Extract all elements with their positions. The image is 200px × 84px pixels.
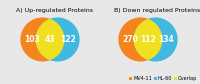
Circle shape bbox=[118, 17, 162, 61]
Text: 112: 112 bbox=[140, 35, 156, 44]
Circle shape bbox=[36, 17, 80, 61]
Text: 270: 270 bbox=[122, 35, 138, 44]
Circle shape bbox=[134, 17, 178, 61]
Text: 122: 122 bbox=[60, 35, 76, 44]
Legend: MV4-11, HL-60, Overlap: MV4-11, HL-60, Overlap bbox=[129, 76, 198, 82]
Text: A) Up-regulated Proteins: A) Up-regulated Proteins bbox=[16, 8, 93, 14]
Text: 43: 43 bbox=[45, 35, 55, 44]
Text: 103: 103 bbox=[24, 35, 40, 44]
Circle shape bbox=[20, 17, 64, 61]
Text: B) Down regulated Proteins: B) Down regulated Proteins bbox=[114, 8, 200, 14]
Text: 134: 134 bbox=[158, 35, 174, 44]
Circle shape bbox=[118, 17, 162, 61]
Circle shape bbox=[20, 17, 64, 61]
